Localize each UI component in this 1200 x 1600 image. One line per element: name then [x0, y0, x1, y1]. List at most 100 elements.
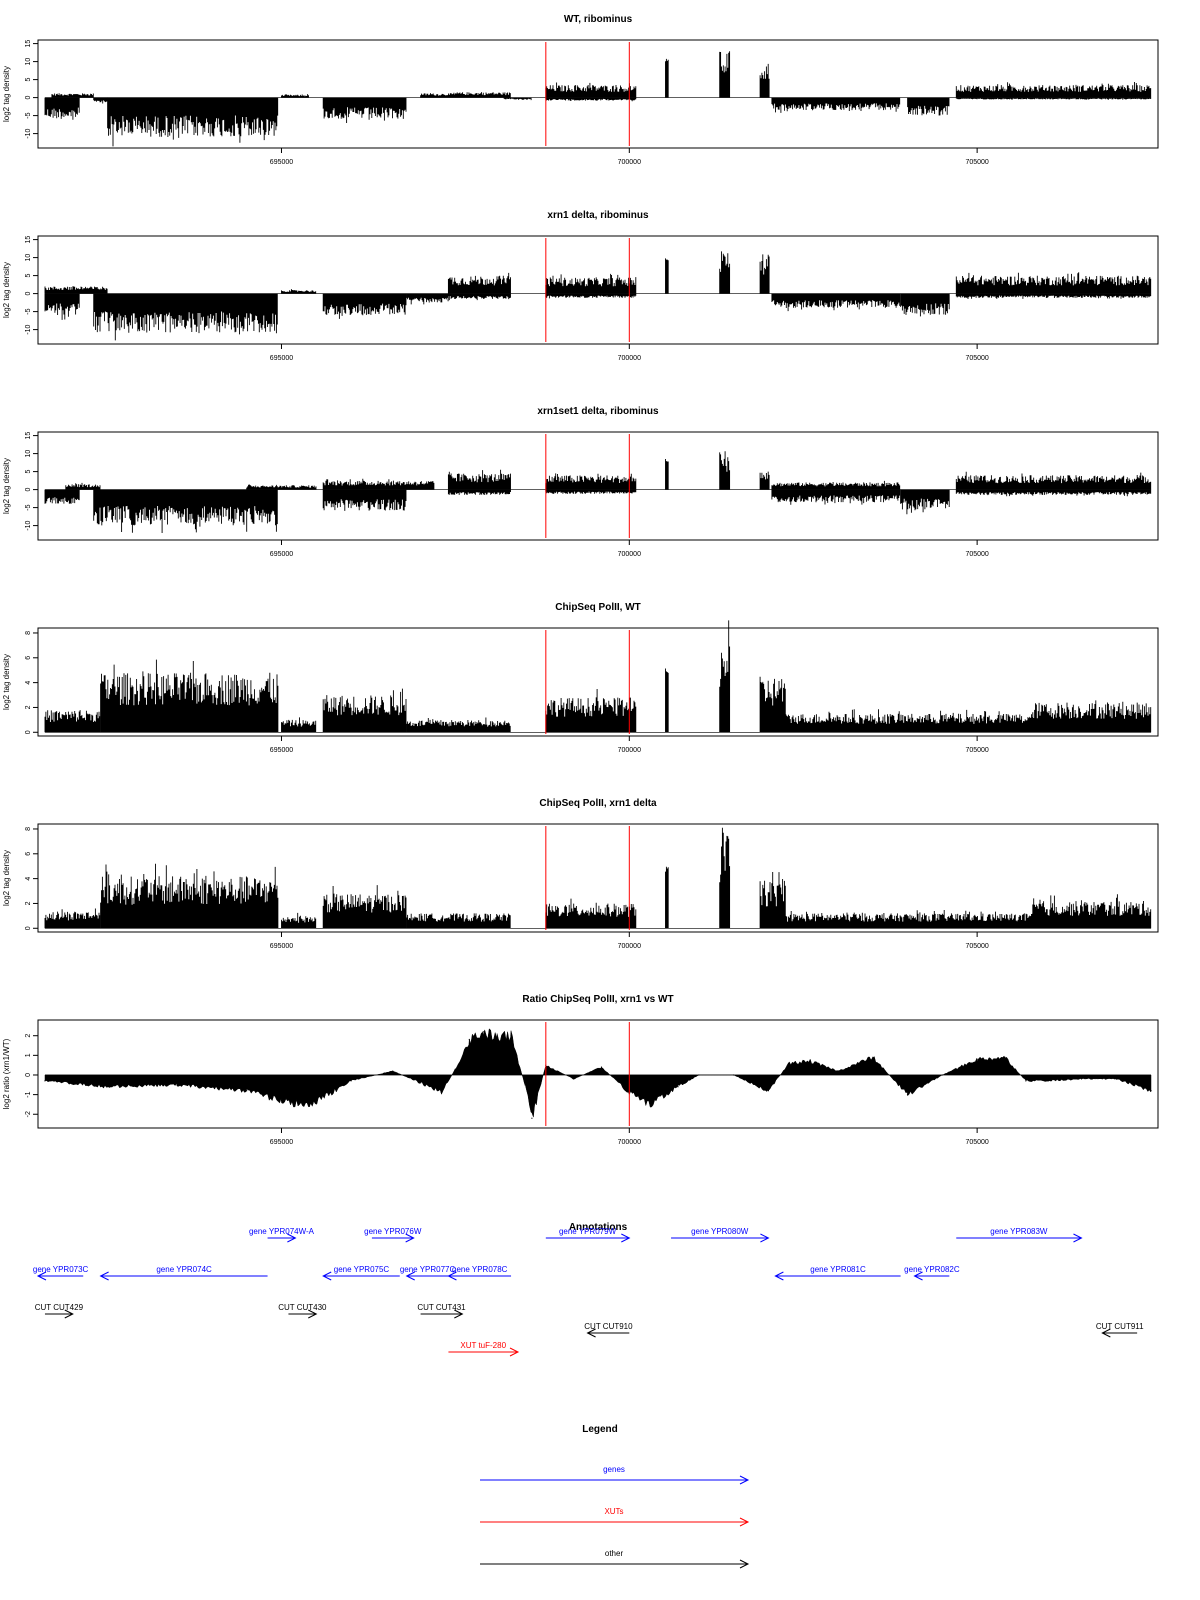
- signal-segment: [900, 293, 950, 317]
- x-tick-label: 695000: [270, 159, 293, 166]
- feature-arrow-head: [64, 1309, 74, 1319]
- signal-bars: [785, 910, 1033, 929]
- signal-segment: [246, 484, 317, 490]
- signal-bars: [93, 97, 108, 104]
- signal-segment: [1032, 894, 1152, 929]
- y-tick-label: 6: [25, 852, 32, 856]
- ratio-point: [733, 1074, 735, 1076]
- legend-title: Legend: [582, 1424, 618, 1435]
- signal-bars: [955, 293, 1152, 299]
- ratio-point: [1046, 1080, 1048, 1082]
- legend-item: other: [480, 1549, 750, 1569]
- signal-segment: [322, 97, 407, 123]
- annotation-feature: gene YPR079W: [545, 1227, 631, 1243]
- y-tick-label: -10: [25, 128, 32, 138]
- ratio-point: [280, 1099, 283, 1102]
- annotation-feature: gene YPR077C: [400, 1265, 456, 1281]
- y-tick-label: 6: [25, 656, 32, 660]
- signal-segment: [955, 293, 1152, 299]
- signal-segment: [44, 908, 101, 929]
- feature-arrow-head: [586, 1328, 596, 1338]
- signal-bars: [281, 912, 317, 929]
- signal-bars: [93, 293, 278, 341]
- signal-segment: [955, 471, 1152, 490]
- signal-segment: [51, 93, 94, 98]
- feature-label: gene YPR076W: [364, 1227, 422, 1236]
- x-tick-label: 700000: [618, 747, 641, 754]
- signal-segment: [665, 258, 669, 294]
- y-axis-label: log2 tag density: [2, 262, 11, 318]
- legend-item: genes: [480, 1465, 750, 1485]
- x-tick-label: 705000: [965, 159, 988, 166]
- data-marks: [44, 1028, 1152, 1119]
- feature-label: gene YPR079W: [559, 1227, 617, 1236]
- signal-bars: [322, 478, 435, 490]
- ratio-point: [1080, 1078, 1083, 1080]
- track-panel-1: WT, ribominus log2 tag density 15 10 5 0 -5 -10…: [2, 14, 1159, 166]
- signal-segment: [665, 459, 669, 490]
- signal-bars: [759, 63, 770, 98]
- x-tick-label: 705000: [965, 747, 988, 754]
- y-tick-label: 1: [25, 1053, 32, 1057]
- y-tick-label: 15: [25, 40, 32, 48]
- plot-frame: [37, 431, 1159, 541]
- signal-segment: [1032, 700, 1152, 733]
- signal-bars: [719, 827, 731, 929]
- annotation-feature: CUT CUT430: [278, 1303, 327, 1319]
- feature-arrow-head: [36, 1271, 47, 1281]
- feature-arrow-head: [308, 1309, 318, 1319]
- signal-bars: [955, 489, 1152, 497]
- y-tick-label: 10: [25, 58, 32, 66]
- signal-bars: [771, 480, 901, 490]
- track-panel-6: Ratio ChipSeq PolII, xrn1 vs WT log2 rati…: [2, 994, 1159, 1146]
- ratio-point: [872, 1056, 874, 1058]
- ratio-point: [649, 1103, 651, 1106]
- signal-segment: [955, 272, 1152, 294]
- annotation-feature: gene YPR076W: [364, 1227, 422, 1243]
- legend-item-label: other: [605, 1549, 624, 1558]
- signal-segment: [719, 251, 731, 294]
- signal-segment: [955, 82, 1152, 98]
- signal-segment: [322, 478, 435, 490]
- signal-bars: [44, 97, 80, 120]
- feature-arrow-head: [760, 1233, 770, 1243]
- x-tick-label: 700000: [618, 355, 641, 362]
- ratio-point: [1004, 1056, 1006, 1058]
- signal-segment: [44, 293, 80, 320]
- ratio-point: [176, 1084, 178, 1086]
- feature-label: gene YPR078C: [452, 1265, 508, 1274]
- track-panel-4: ChipSeq PolII, WT log2 tag density 8 6 4 2 0 69…: [2, 602, 1159, 754]
- signal-bars: [955, 471, 1152, 490]
- signal-bars: [44, 908, 101, 929]
- feature-label: gene YPR073C: [33, 1265, 89, 1274]
- ratio-point: [809, 1060, 811, 1062]
- signal-bars: [1032, 700, 1152, 733]
- signal-segment: [759, 676, 786, 733]
- signal-bars: [322, 688, 407, 733]
- signal-segment: [785, 910, 1033, 929]
- signal-bars: [454, 92, 511, 98]
- signal-segment: [447, 469, 511, 490]
- legend-item-label: XUTs: [604, 1507, 623, 1516]
- signal-segment: [281, 289, 317, 294]
- ratio-point: [454, 1068, 456, 1070]
- signal-segment: [44, 97, 80, 120]
- x-tick-label: 700000: [618, 1139, 641, 1146]
- signal-segment: [281, 717, 317, 733]
- feature-arrow-head: [913, 1271, 923, 1281]
- annotation-feature: CUT CUT911: [1096, 1322, 1144, 1338]
- track-panel-3: xrn1set1 delta, ribominus log2 tag densit…: [2, 406, 1159, 558]
- signal-segment: [955, 489, 1152, 497]
- ratio-point: [392, 1070, 394, 1072]
- ratio-point: [246, 1090, 248, 1092]
- signal-segment: [44, 286, 108, 294]
- track-panel-5: ChipSeq PolII, xrn1 delta log2 tag densit…: [2, 798, 1159, 950]
- signal-bars: [406, 717, 511, 733]
- plot-frame: [37, 39, 1159, 149]
- feature-label: gene YPR083W: [990, 1227, 1048, 1236]
- annotation-feature: gene YPR082C: [904, 1265, 960, 1281]
- ratio-point: [906, 1094, 909, 1096]
- feature-arrow-head: [322, 1271, 332, 1281]
- feature-label: XUT tuF-280: [460, 1341, 506, 1350]
- signal-segment: [907, 97, 950, 116]
